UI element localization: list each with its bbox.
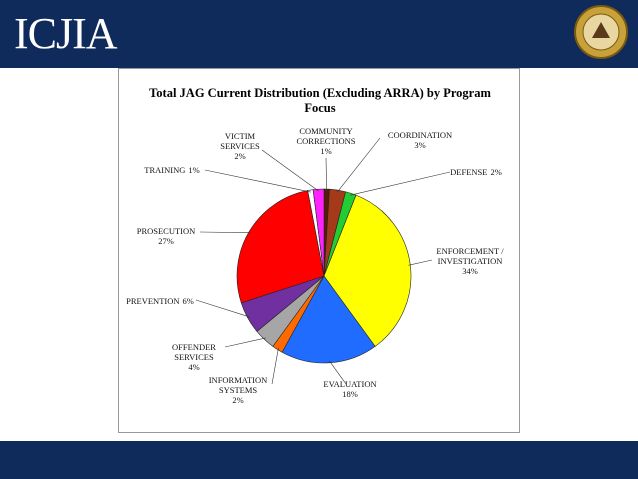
slice-value-label: 27% (158, 236, 174, 246)
leader-line (195, 299, 250, 318)
leader-line (261, 149, 319, 192)
leader-line (337, 137, 381, 193)
pie-slice (312, 188, 325, 277)
footer-bar (0, 441, 638, 479)
slice-label: EVALUATION 18% (315, 379, 385, 399)
leader-line (408, 259, 433, 266)
slice-label: VICTIM SERVICES 2% (205, 131, 275, 161)
state-seal (574, 5, 628, 59)
slice-value-label: 2% (234, 151, 246, 161)
slice-value-label: 18% (342, 389, 358, 399)
slice-label: TRAINING 1% (137, 165, 207, 175)
slice-value-label: 6% (182, 296, 194, 306)
slice-name: DEFENSE (450, 167, 488, 177)
slice-name: TRAINING (144, 165, 186, 175)
slice-name: COORDINATION (387, 130, 453, 140)
slice-value-label: 1% (188, 165, 200, 175)
slice-label: DEFENSE 2% (441, 167, 511, 177)
slice-name: COMMUNITY CORRECTIONS (296, 126, 356, 146)
header-bar (0, 0, 638, 68)
slice-label: COMMUNITY CORRECTIONS 1% (286, 126, 366, 156)
slice-name: VICTIM SERVICES (220, 131, 260, 151)
leader-line (199, 231, 251, 234)
slice-value-label: 1% (320, 146, 332, 156)
slice-name: ENFORCEMENT / INVESTIGATION (436, 246, 504, 266)
slice-name: PROSECUTION (136, 226, 196, 236)
slice-label: INFORMATION SYSTEMS 2% (198, 375, 278, 405)
leader-line (329, 360, 347, 385)
slice-value-label: 2% (232, 395, 244, 405)
pie-slice (236, 190, 325, 304)
chart-frame (118, 68, 520, 433)
leader-line (224, 337, 266, 348)
slice-label: ENFORCEMENT / INVESTIGATION 34% (430, 246, 510, 276)
leader-line (350, 171, 451, 196)
leader-line (271, 347, 279, 385)
chart-title: Total JAG Current Distribution (Excludin… (149, 86, 491, 115)
slice-name: OFFENDER SERVICES (172, 342, 216, 362)
slice-name: INFORMATION SYSTEMS (208, 375, 268, 395)
slice-label: PROSECUTION 27% (126, 226, 206, 246)
slice-label: PREVENTION 6% (120, 296, 200, 306)
slice-value-label: 4% (188, 362, 200, 372)
leader-line (204, 169, 311, 193)
slice-label: COORDINATION 3% (380, 130, 460, 150)
slice-value-label: 34% (462, 266, 478, 276)
slice-name: EVALUATION (323, 379, 377, 389)
slice-name: PREVENTION (126, 296, 180, 306)
leader-line (325, 157, 327, 192)
slice-value-label: 2% (490, 167, 502, 177)
slice-label: OFFENDER SERVICES 4% (159, 342, 229, 372)
slice-value-label: 3% (414, 140, 426, 150)
pie-slice (281, 275, 376, 364)
logo: ICJIA (14, 9, 118, 58)
